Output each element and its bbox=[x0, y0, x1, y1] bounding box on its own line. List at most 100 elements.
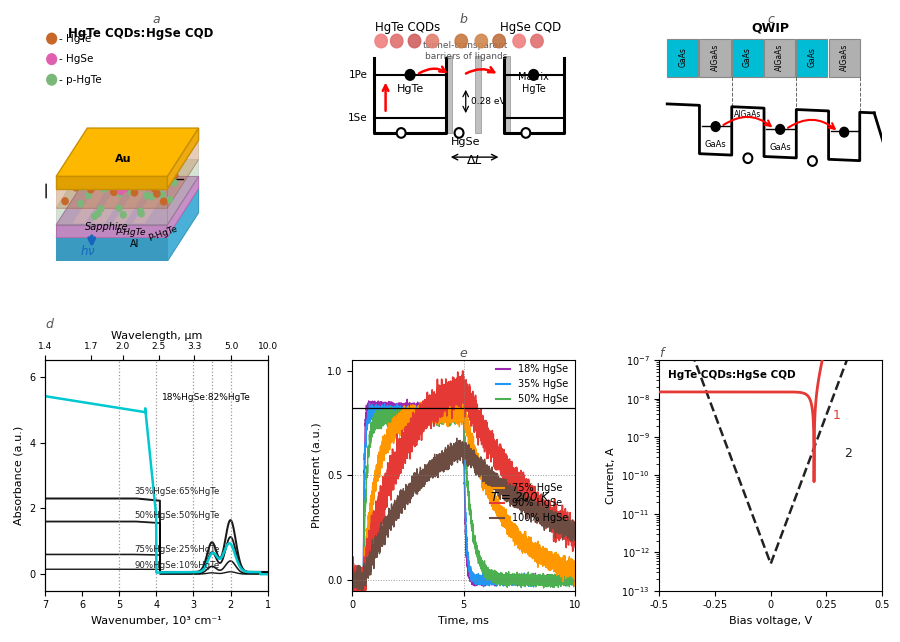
Text: Matrix
HgTe: Matrix HgTe bbox=[518, 72, 549, 94]
Circle shape bbox=[96, 182, 102, 188]
Circle shape bbox=[164, 150, 170, 157]
Bar bbox=[764, 39, 796, 77]
Circle shape bbox=[117, 159, 123, 166]
Polygon shape bbox=[56, 177, 167, 189]
Circle shape bbox=[95, 211, 101, 216]
Title: e: e bbox=[460, 347, 467, 360]
Text: Au: Au bbox=[114, 154, 131, 164]
X-axis label: Wavelength, µm: Wavelength, µm bbox=[111, 331, 202, 341]
Text: 2: 2 bbox=[844, 447, 852, 460]
Circle shape bbox=[108, 180, 114, 187]
Circle shape bbox=[176, 157, 182, 163]
Circle shape bbox=[148, 183, 154, 189]
Circle shape bbox=[86, 192, 92, 198]
Text: GaAs: GaAs bbox=[770, 143, 791, 152]
Circle shape bbox=[170, 162, 176, 169]
Circle shape bbox=[528, 69, 538, 80]
Circle shape bbox=[160, 167, 166, 173]
Polygon shape bbox=[56, 177, 199, 225]
Text: d: d bbox=[45, 318, 53, 331]
Circle shape bbox=[94, 181, 99, 187]
Circle shape bbox=[98, 205, 104, 212]
Circle shape bbox=[144, 165, 150, 171]
Polygon shape bbox=[73, 177, 114, 223]
Circle shape bbox=[123, 157, 130, 164]
Circle shape bbox=[171, 179, 177, 186]
Circle shape bbox=[95, 143, 102, 150]
Text: P-HgTe: P-HgTe bbox=[148, 223, 179, 243]
Circle shape bbox=[84, 166, 90, 172]
Polygon shape bbox=[132, 177, 175, 223]
Text: HgTe: HgTe bbox=[396, 84, 424, 94]
Circle shape bbox=[426, 34, 438, 48]
Bar bbox=[667, 39, 698, 77]
Text: $T$ = 200 K: $T$ = 200 K bbox=[491, 490, 552, 503]
Text: 1Pe: 1Pe bbox=[349, 70, 368, 80]
X-axis label: Time, ms: Time, ms bbox=[438, 616, 489, 626]
Text: QWIP: QWIP bbox=[752, 21, 789, 35]
Text: - HgSe: - HgSe bbox=[58, 54, 94, 64]
Circle shape bbox=[151, 160, 158, 166]
Text: 90%HgSe:10%HgTe: 90%HgSe:10%HgTe bbox=[134, 561, 220, 570]
Circle shape bbox=[130, 159, 136, 166]
Text: - HgTe: - HgTe bbox=[58, 33, 91, 44]
Circle shape bbox=[129, 189, 134, 195]
Polygon shape bbox=[56, 128, 199, 177]
Circle shape bbox=[142, 178, 148, 185]
Circle shape bbox=[110, 186, 116, 192]
Circle shape bbox=[113, 171, 120, 178]
Text: HgTe CQDs:HgSe CQD: HgTe CQDs:HgSe CQD bbox=[669, 370, 796, 379]
Text: $h\nu$: $h\nu$ bbox=[79, 244, 95, 258]
Text: 1: 1 bbox=[833, 409, 841, 422]
Circle shape bbox=[840, 127, 849, 137]
Circle shape bbox=[105, 176, 111, 182]
Text: Al: Al bbox=[130, 239, 139, 248]
Text: 0.28 eV: 0.28 eV bbox=[472, 97, 506, 106]
Polygon shape bbox=[56, 160, 199, 208]
Circle shape bbox=[170, 161, 176, 168]
Circle shape bbox=[375, 34, 387, 48]
Circle shape bbox=[90, 169, 96, 175]
Circle shape bbox=[102, 173, 108, 180]
Circle shape bbox=[108, 165, 114, 171]
Polygon shape bbox=[56, 208, 167, 225]
Bar bbox=[732, 39, 763, 77]
Circle shape bbox=[145, 168, 151, 175]
X-axis label: Bias voltage, V: Bias voltage, V bbox=[729, 616, 813, 626]
Circle shape bbox=[76, 184, 82, 191]
Circle shape bbox=[151, 185, 158, 192]
Circle shape bbox=[146, 166, 152, 173]
Text: b: b bbox=[460, 13, 467, 26]
Circle shape bbox=[140, 174, 146, 181]
Circle shape bbox=[145, 171, 151, 178]
Bar bbox=[474, 56, 481, 133]
Polygon shape bbox=[167, 128, 199, 189]
Circle shape bbox=[155, 182, 161, 189]
Bar bbox=[796, 39, 827, 77]
Circle shape bbox=[66, 182, 72, 188]
Circle shape bbox=[776, 125, 785, 134]
Circle shape bbox=[130, 181, 136, 187]
Text: 50%HgSe:50%HgTe: 50%HgSe:50%HgTe bbox=[134, 511, 220, 520]
Y-axis label: Current, A: Current, A bbox=[606, 447, 616, 504]
Circle shape bbox=[121, 212, 126, 218]
Text: 75%HgSe:25%HgTe: 75%HgSe:25%HgTe bbox=[134, 545, 220, 554]
Circle shape bbox=[808, 156, 817, 166]
Circle shape bbox=[47, 33, 57, 44]
Circle shape bbox=[152, 169, 158, 176]
Circle shape bbox=[127, 168, 133, 175]
Circle shape bbox=[144, 193, 149, 199]
Circle shape bbox=[141, 183, 148, 189]
Circle shape bbox=[122, 185, 129, 191]
Text: AlGaAs: AlGaAs bbox=[775, 44, 784, 71]
Text: Sapphire: Sapphire bbox=[86, 221, 129, 232]
Circle shape bbox=[531, 34, 544, 48]
Circle shape bbox=[409, 34, 421, 48]
Circle shape bbox=[93, 164, 99, 171]
Circle shape bbox=[160, 198, 166, 205]
Circle shape bbox=[139, 182, 144, 189]
Circle shape bbox=[101, 186, 106, 192]
Circle shape bbox=[89, 175, 95, 180]
Text: HgSe: HgSe bbox=[451, 137, 481, 147]
Circle shape bbox=[162, 152, 168, 159]
